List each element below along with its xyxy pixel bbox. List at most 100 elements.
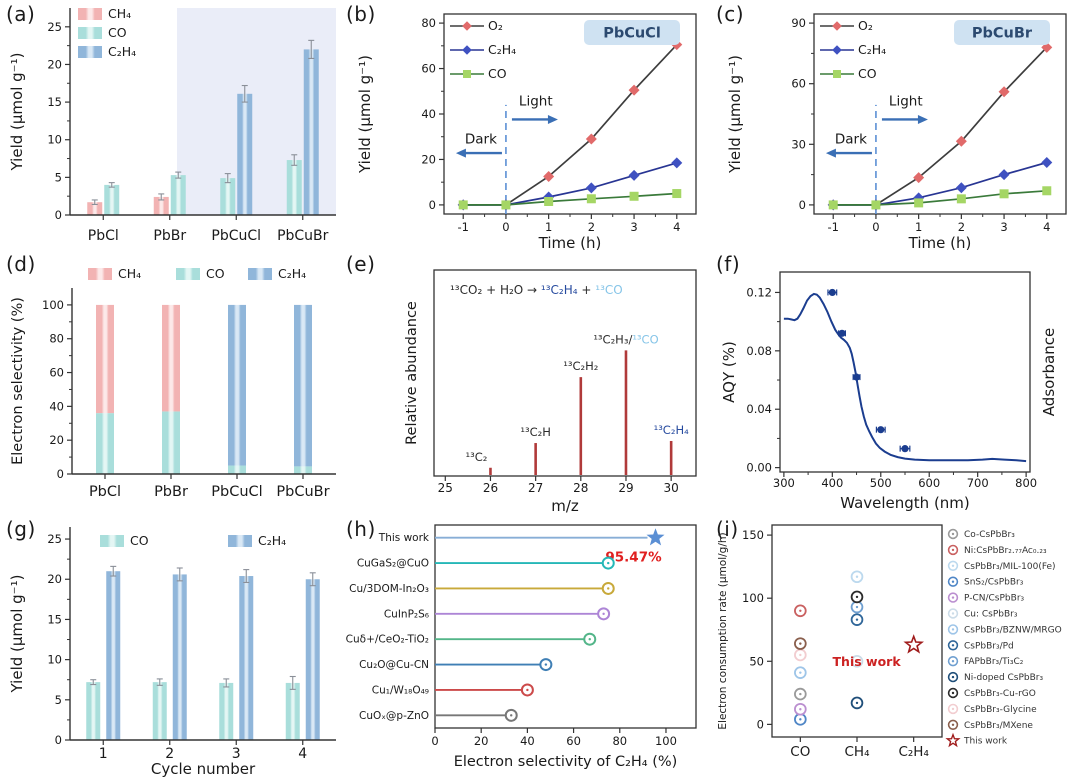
panel-letter-h: (h) [346, 517, 376, 541]
svg-text:40: 40 [49, 399, 64, 413]
svg-text:CsPbBr₃/BZNW/MRGO: CsPbBr₃/BZNW/MRGO [964, 625, 1062, 635]
svg-text:80: 80 [49, 332, 64, 346]
svg-text:0.12: 0.12 [746, 285, 772, 299]
svg-text:80: 80 [612, 734, 627, 748]
svg-text:Adsorbance: Adsorbance [1040, 328, 1058, 416]
svg-text:800: 800 [1015, 476, 1037, 490]
svg-text:CuInP₂S₆: CuInP₂S₆ [384, 608, 429, 620]
svg-text:CsPbBr₃-Cu-rGO: CsPbBr₃-Cu-rGO [964, 689, 1036, 699]
legend-swatch [78, 8, 102, 20]
svg-text:Cu/3DOM-In₂O₃: Cu/3DOM-In₂O₃ [349, 583, 429, 595]
svg-text:CsPbBr₃/Pd: CsPbBr₃/Pd [964, 641, 1014, 651]
svg-text:25: 25 [438, 481, 453, 495]
svg-text:20: 20 [49, 433, 64, 447]
svg-text:PbBr: PbBr [153, 228, 186, 244]
svg-text:¹³C₂: ¹³C₂ [466, 450, 488, 464]
svg-text:0.04: 0.04 [746, 402, 772, 416]
svg-text:C₂H₄: C₂H₄ [858, 42, 886, 57]
svg-text:CO: CO [206, 266, 225, 281]
svg-text:Co-CsPbBr₃: Co-CsPbBr₃ [964, 530, 1015, 540]
svg-text:27: 27 [528, 481, 543, 495]
svg-text:700: 700 [967, 476, 989, 490]
panel-letter-b: (b) [346, 2, 376, 26]
svg-text:2: 2 [588, 220, 595, 234]
svg-text:FAPbBr₃/Ti₃C₂: FAPbBr₃/Ti₃C₂ [964, 657, 1024, 667]
panel-letter-i: (i) [716, 517, 739, 541]
svg-text:Cu: CsPbBr₃: Cu: CsPbBr₃ [964, 610, 1018, 620]
svg-text:CO: CO [858, 66, 877, 81]
svg-text:C₂H₄: C₂H₄ [108, 44, 136, 59]
svg-text:15: 15 [47, 612, 62, 626]
panel-c: (c) 0 30 60 90 -1 0 1 2 3 4 Time (h) Yield (µmol g⁻… [710, 0, 1080, 250]
svg-text:60: 60 [566, 734, 581, 748]
svg-text:CO: CO [130, 533, 149, 548]
svg-text:0: 0 [799, 198, 806, 212]
svg-text:25: 25 [47, 532, 62, 546]
svg-text:4: 4 [1043, 220, 1050, 234]
svg-text:0: 0 [55, 733, 62, 747]
legend-swatch [100, 535, 124, 547]
panel-i-chart: 0 50 100 150 CO CH₄ C₂H₄ Electron consumption r… [717, 524, 1062, 760]
svg-text:1: 1 [545, 220, 552, 234]
svg-text:PbBr: PbBr [154, 484, 188, 500]
svg-text:¹³C₂H₃/¹³CO: ¹³C₂H₃/¹³CO [593, 332, 658, 346]
svg-text:This work: This work [378, 532, 430, 544]
svg-text:PbCuBr: PbCuBr [277, 228, 329, 244]
svg-text:PbCuBr: PbCuBr [276, 484, 329, 500]
svg-text:C₂H₄: C₂H₄ [488, 42, 516, 57]
svg-text:PbCl: PbCl [89, 484, 121, 500]
svg-text:C₂H₄: C₂H₄ [898, 744, 928, 760]
svg-text:15: 15 [47, 95, 62, 109]
svg-text:Wavelength (nm): Wavelength (nm) [840, 494, 970, 512]
svg-text:0.08: 0.08 [746, 344, 772, 358]
svg-text:Dark: Dark [465, 131, 497, 147]
svg-text:5: 5 [55, 170, 62, 184]
svg-text:SnS₂/CsPbBr₃: SnS₂/CsPbBr₃ [964, 578, 1024, 588]
panel-letter-g: (g) [6, 517, 36, 541]
panel-d: (d) PbCl PbBr PbCuCl PbCuBr 0 20 40 60 80 100 Elec… [0, 250, 340, 515]
panel-d-chart: PbCl PbBr PbCuCl PbCuBr 0 20 40 60 80 100 Electron… [10, 266, 336, 500]
panel-b: (b) 0 20 40 60 80 -1 0 1 2 3 4 Time (h) Yield (µmol … [340, 0, 710, 250]
svg-text:CsPbBr₃-Glycine: CsPbBr₃-Glycine [964, 705, 1037, 715]
svg-text:0: 0 [431, 734, 438, 748]
legend-swatch [228, 535, 252, 547]
svg-text:4: 4 [673, 220, 680, 234]
svg-text:C₂H₄: C₂H₄ [278, 266, 306, 281]
svg-text:Time (h): Time (h) [908, 234, 972, 250]
panel-f-chart: 0.00 0.04 0.08 0.12 300 400 500 600 700 800 Wavele… [720, 271, 1058, 512]
svg-text:¹³C₂H₄: ¹³C₂H₄ [654, 423, 690, 437]
svg-text:C₂H₄: C₂H₄ [258, 533, 286, 548]
svg-text:Yield (µmol g⁻¹): Yield (µmol g⁻¹) [356, 55, 374, 174]
svg-text:Light: Light [889, 93, 923, 109]
svg-text:P-CN/CsPbBr₃: P-CN/CsPbBr₃ [964, 594, 1025, 604]
panel-f: (f) 0.00 0.04 0.08 0.12 300 400 500 600 700 800 Wa… [710, 250, 1080, 515]
svg-text:40: 40 [421, 107, 436, 121]
svg-text:Electron selectivity (%): Electron selectivity (%) [10, 297, 26, 465]
svg-text:30: 30 [664, 481, 679, 495]
svg-text:50: 50 [749, 654, 764, 668]
svg-text:Cu₁/W₁₈O₄₉: Cu₁/W₁₈O₄₉ [372, 684, 429, 696]
svg-text:CsPbBr₃/MXene: CsPbBr₃/MXene [964, 721, 1033, 731]
svg-text:CO: CO [790, 744, 810, 760]
svg-text:PbCuBr: PbCuBr [972, 26, 1033, 42]
svg-text:0: 0 [757, 717, 764, 731]
svg-text:Light: Light [519, 93, 553, 109]
svg-text:Time (h): Time (h) [538, 234, 602, 250]
panel-e-chart: 25 26 27 28 29 30 m/z Relative abundance ¹³C₂ ¹³C… [404, 269, 697, 515]
svg-text:CuGaS₂@CuO: CuGaS₂@CuO [357, 558, 429, 570]
panel-letter-f: (f) [716, 252, 741, 276]
panel-a-chart: PbCl PbBr PbCuCl PbCuBr 0 5 10 15 20 25 Yield (µmo… [8, 6, 336, 244]
svg-text:0: 0 [502, 220, 509, 234]
svg-text:0.00: 0.00 [746, 461, 772, 475]
svg-text:Dark: Dark [835, 131, 867, 147]
svg-text:Cu₂O@Cu-CN: Cu₂O@Cu-CN [359, 659, 429, 671]
svg-text:PbCuCl: PbCuCl [211, 484, 262, 500]
svg-text:Cycle number: Cycle number [151, 760, 256, 777]
svg-text:90: 90 [791, 16, 806, 30]
svg-text:2: 2 [165, 746, 174, 762]
svg-text:1: 1 [915, 220, 922, 234]
panel-letter-a: (a) [6, 2, 36, 26]
svg-text:80: 80 [421, 16, 436, 30]
svg-text:¹³C₂H₂: ¹³C₂H₂ [563, 359, 598, 373]
